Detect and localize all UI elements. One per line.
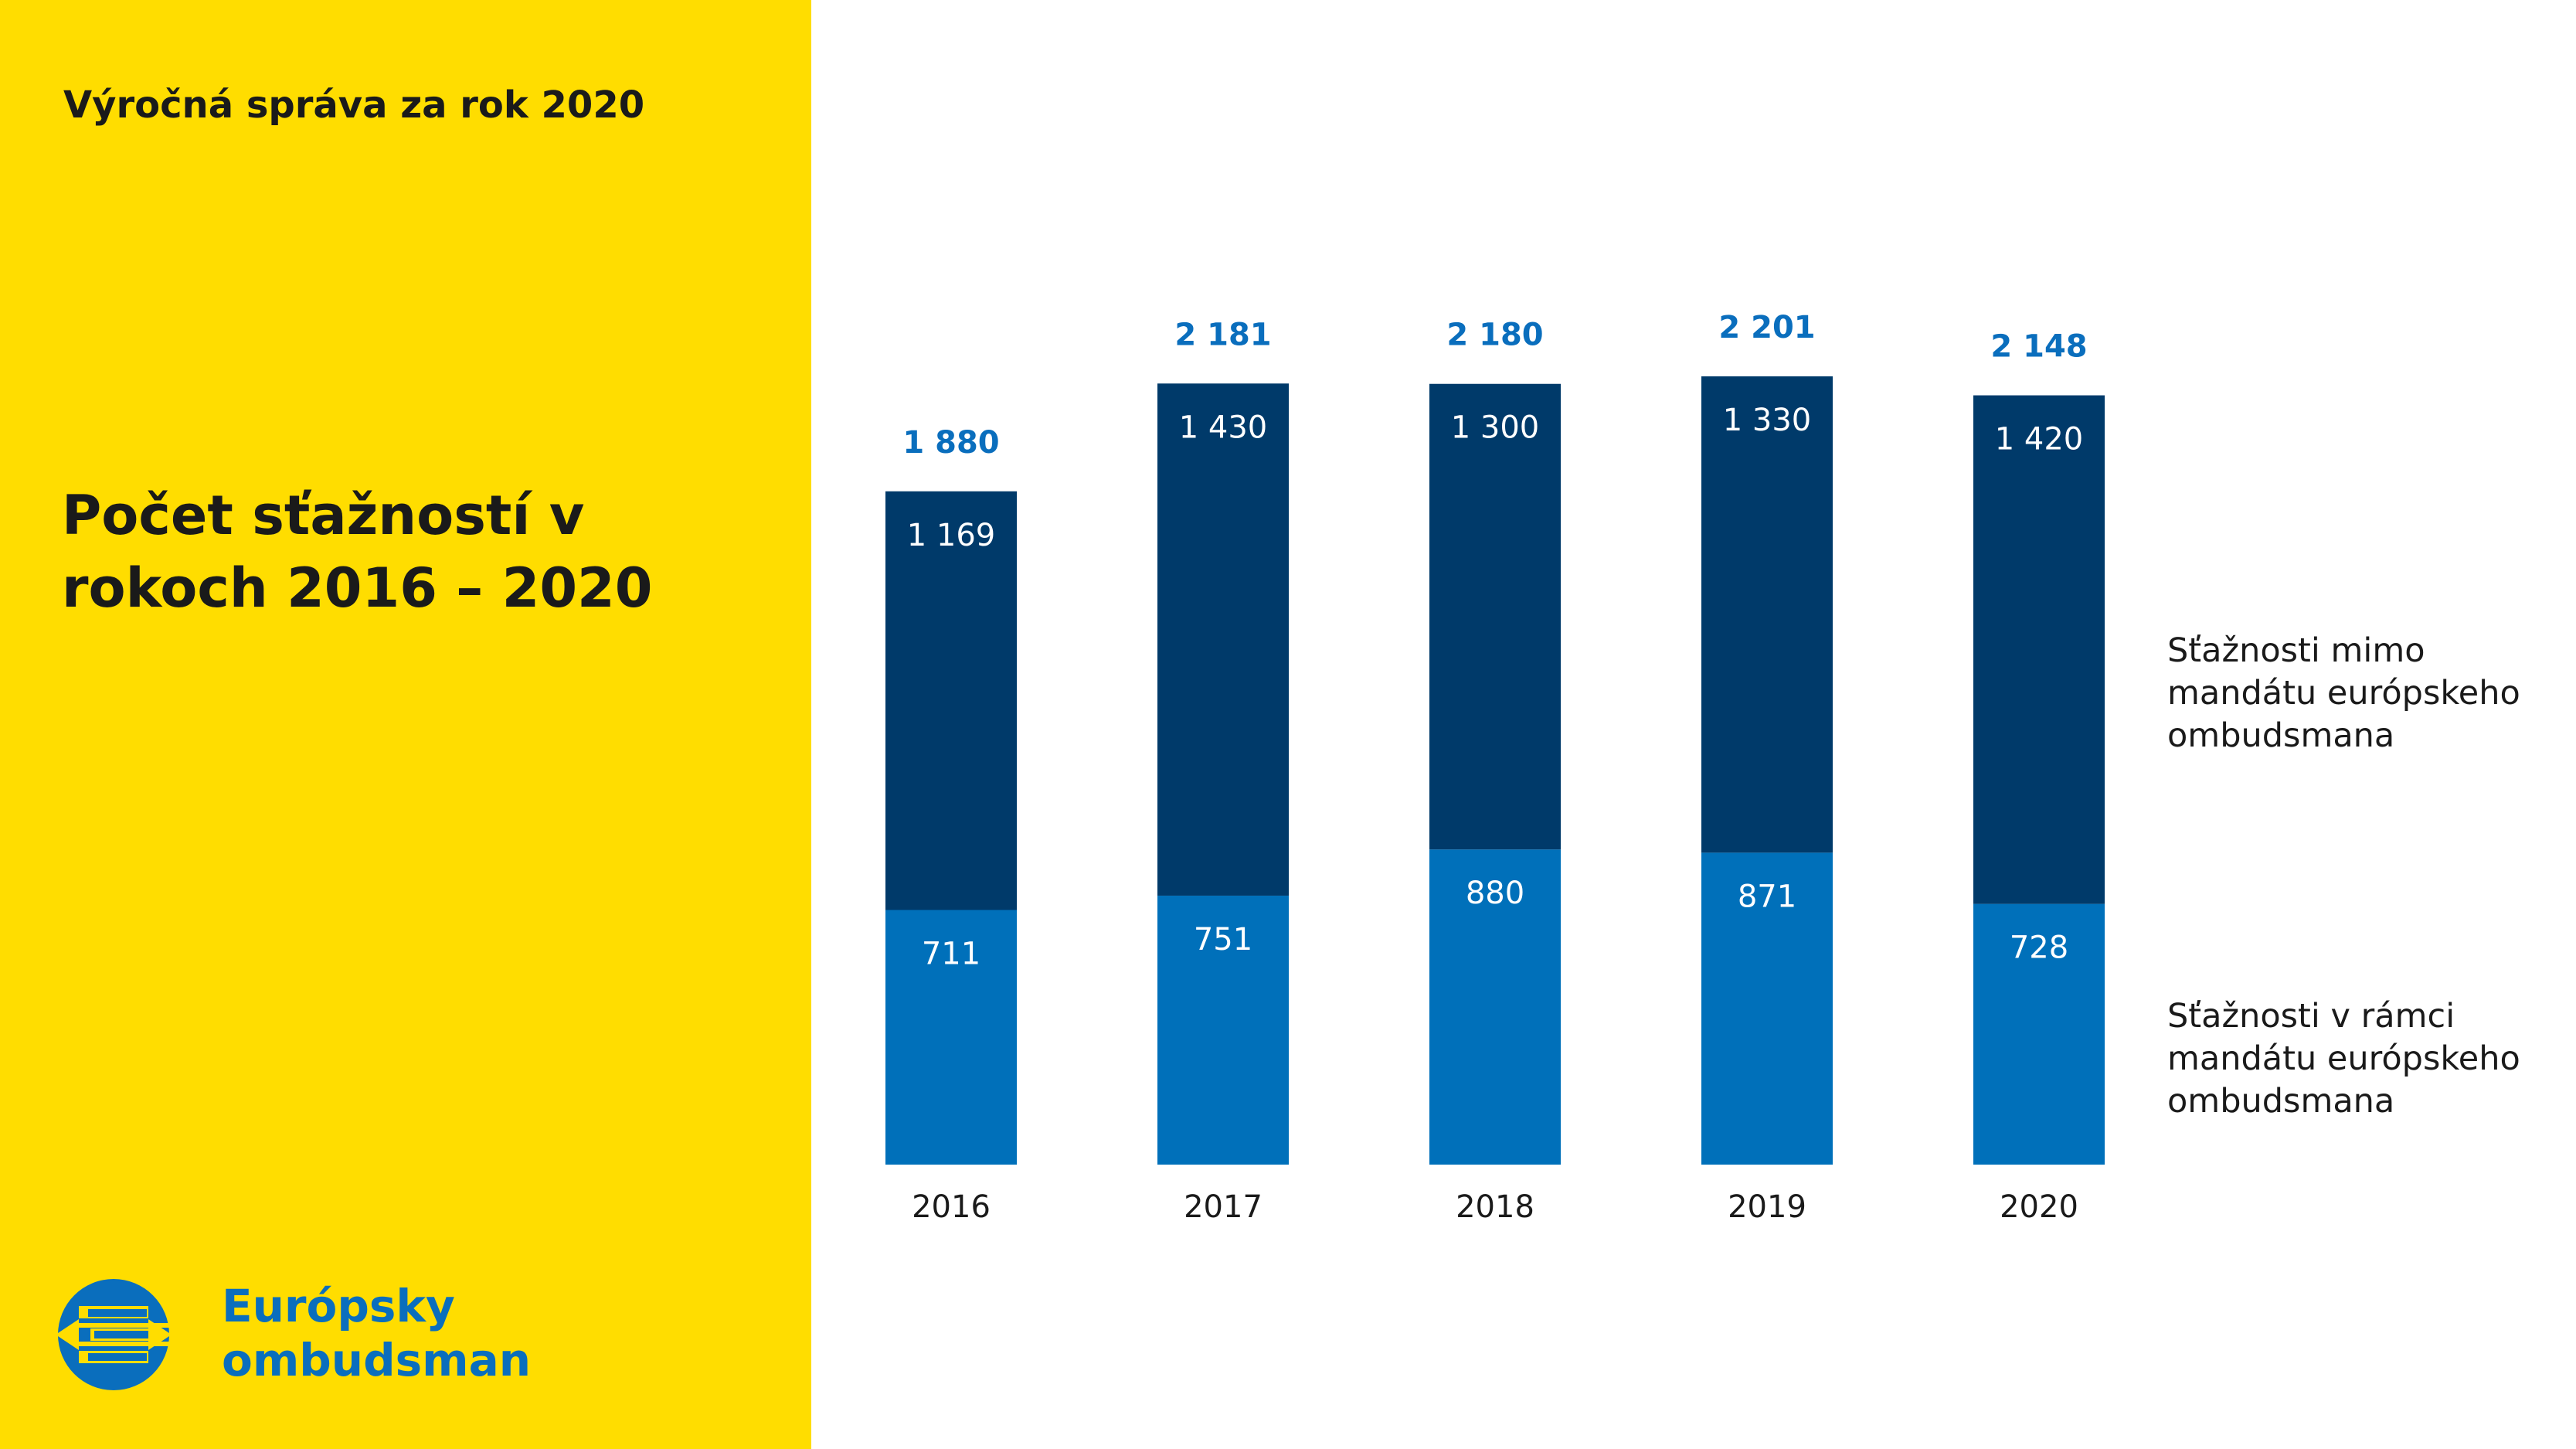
chart-heading-line-2: rokoch 2016 – 2020 — [62, 556, 653, 620]
logo-text-line-1: Európsky — [222, 1280, 455, 1332]
total-label-2020: 2 148 — [1990, 329, 2087, 365]
data-label-within-2020: 728 — [2010, 930, 2068, 966]
report-title: Výročná správa za rok 2020 — [63, 83, 645, 127]
bar-outside-2019 — [1701, 376, 1833, 853]
total-label-2017: 2 181 — [1174, 317, 1271, 352]
data-label-outside-2020: 1 420 — [1995, 422, 2084, 457]
bar-within-2018 — [1429, 849, 1561, 1165]
data-label-within-2018: 880 — [1466, 876, 1524, 911]
data-label-outside-2017: 1 430 — [1179, 410, 1268, 445]
bar-outside-2017 — [1157, 383, 1289, 896]
legend-within-line-2: mandátu európskeho — [2167, 1039, 2520, 1078]
logo-text: Európsky ombudsman — [222, 1279, 531, 1387]
legend-outside-line-3: ombudsmana — [2167, 716, 2395, 755]
left-panel: Výročná správa za rok 2020 Počet sťažnos… — [0, 0, 811, 1449]
bar-within-2016 — [885, 910, 1017, 1165]
data-label-outside-2016: 1 169 — [907, 518, 996, 553]
chart-heading: Počet sťažností v rokoch 2016 – 2020 — [62, 479, 757, 624]
data-label-outside-2019: 1 330 — [1723, 403, 1812, 438]
total-label-2018: 2 180 — [1446, 318, 1543, 353]
legend-within-line-3: ombudsmana — [2167, 1082, 2395, 1121]
bar-outside-2016 — [885, 491, 1017, 910]
european-ombudsman-logo-icon — [56, 1279, 172, 1390]
x-tick-label-2019: 2019 — [1728, 1189, 1806, 1225]
data-label-within-2019: 871 — [1738, 879, 1796, 914]
x-tick-label-2017: 2017 — [1184, 1189, 1263, 1225]
legend-within-mandate: Sťažnosti v rámci mandátu európskeho omb… — [2167, 995, 2554, 1123]
legend-outside-mandate: Sťažnosti mimo mandátu európskeho ombuds… — [2167, 630, 2554, 757]
x-tick-label-2020: 2020 — [2000, 1189, 2078, 1225]
data-label-outside-2018: 1 300 — [1451, 410, 1540, 446]
bar-outside-2020 — [1973, 395, 2105, 904]
logo-text-line-2: ombudsman — [222, 1334, 531, 1386]
bar-within-2019 — [1701, 852, 1833, 1165]
chart-heading-line-1: Počet sťažností v — [62, 484, 585, 547]
bar-within-2020 — [1973, 903, 2105, 1165]
x-tick-label-2018: 2018 — [1456, 1189, 1534, 1225]
bar-outside-2018 — [1429, 383, 1561, 850]
total-label-2016: 1 880 — [902, 425, 999, 461]
legend-within-line-1: Sťažnosti v rámci — [2167, 997, 2455, 1036]
x-tick-label-2016: 2016 — [912, 1189, 991, 1225]
total-label-2019: 2 201 — [1718, 310, 1815, 345]
data-label-within-2017: 751 — [1194, 922, 1252, 957]
data-label-within-2016: 711 — [922, 937, 980, 972]
legend-outside-line-1: Sťažnosti mimo — [2167, 631, 2425, 670]
bar-within-2017 — [1157, 895, 1289, 1165]
legend-outside-line-2: mandátu európskeho — [2167, 674, 2520, 713]
